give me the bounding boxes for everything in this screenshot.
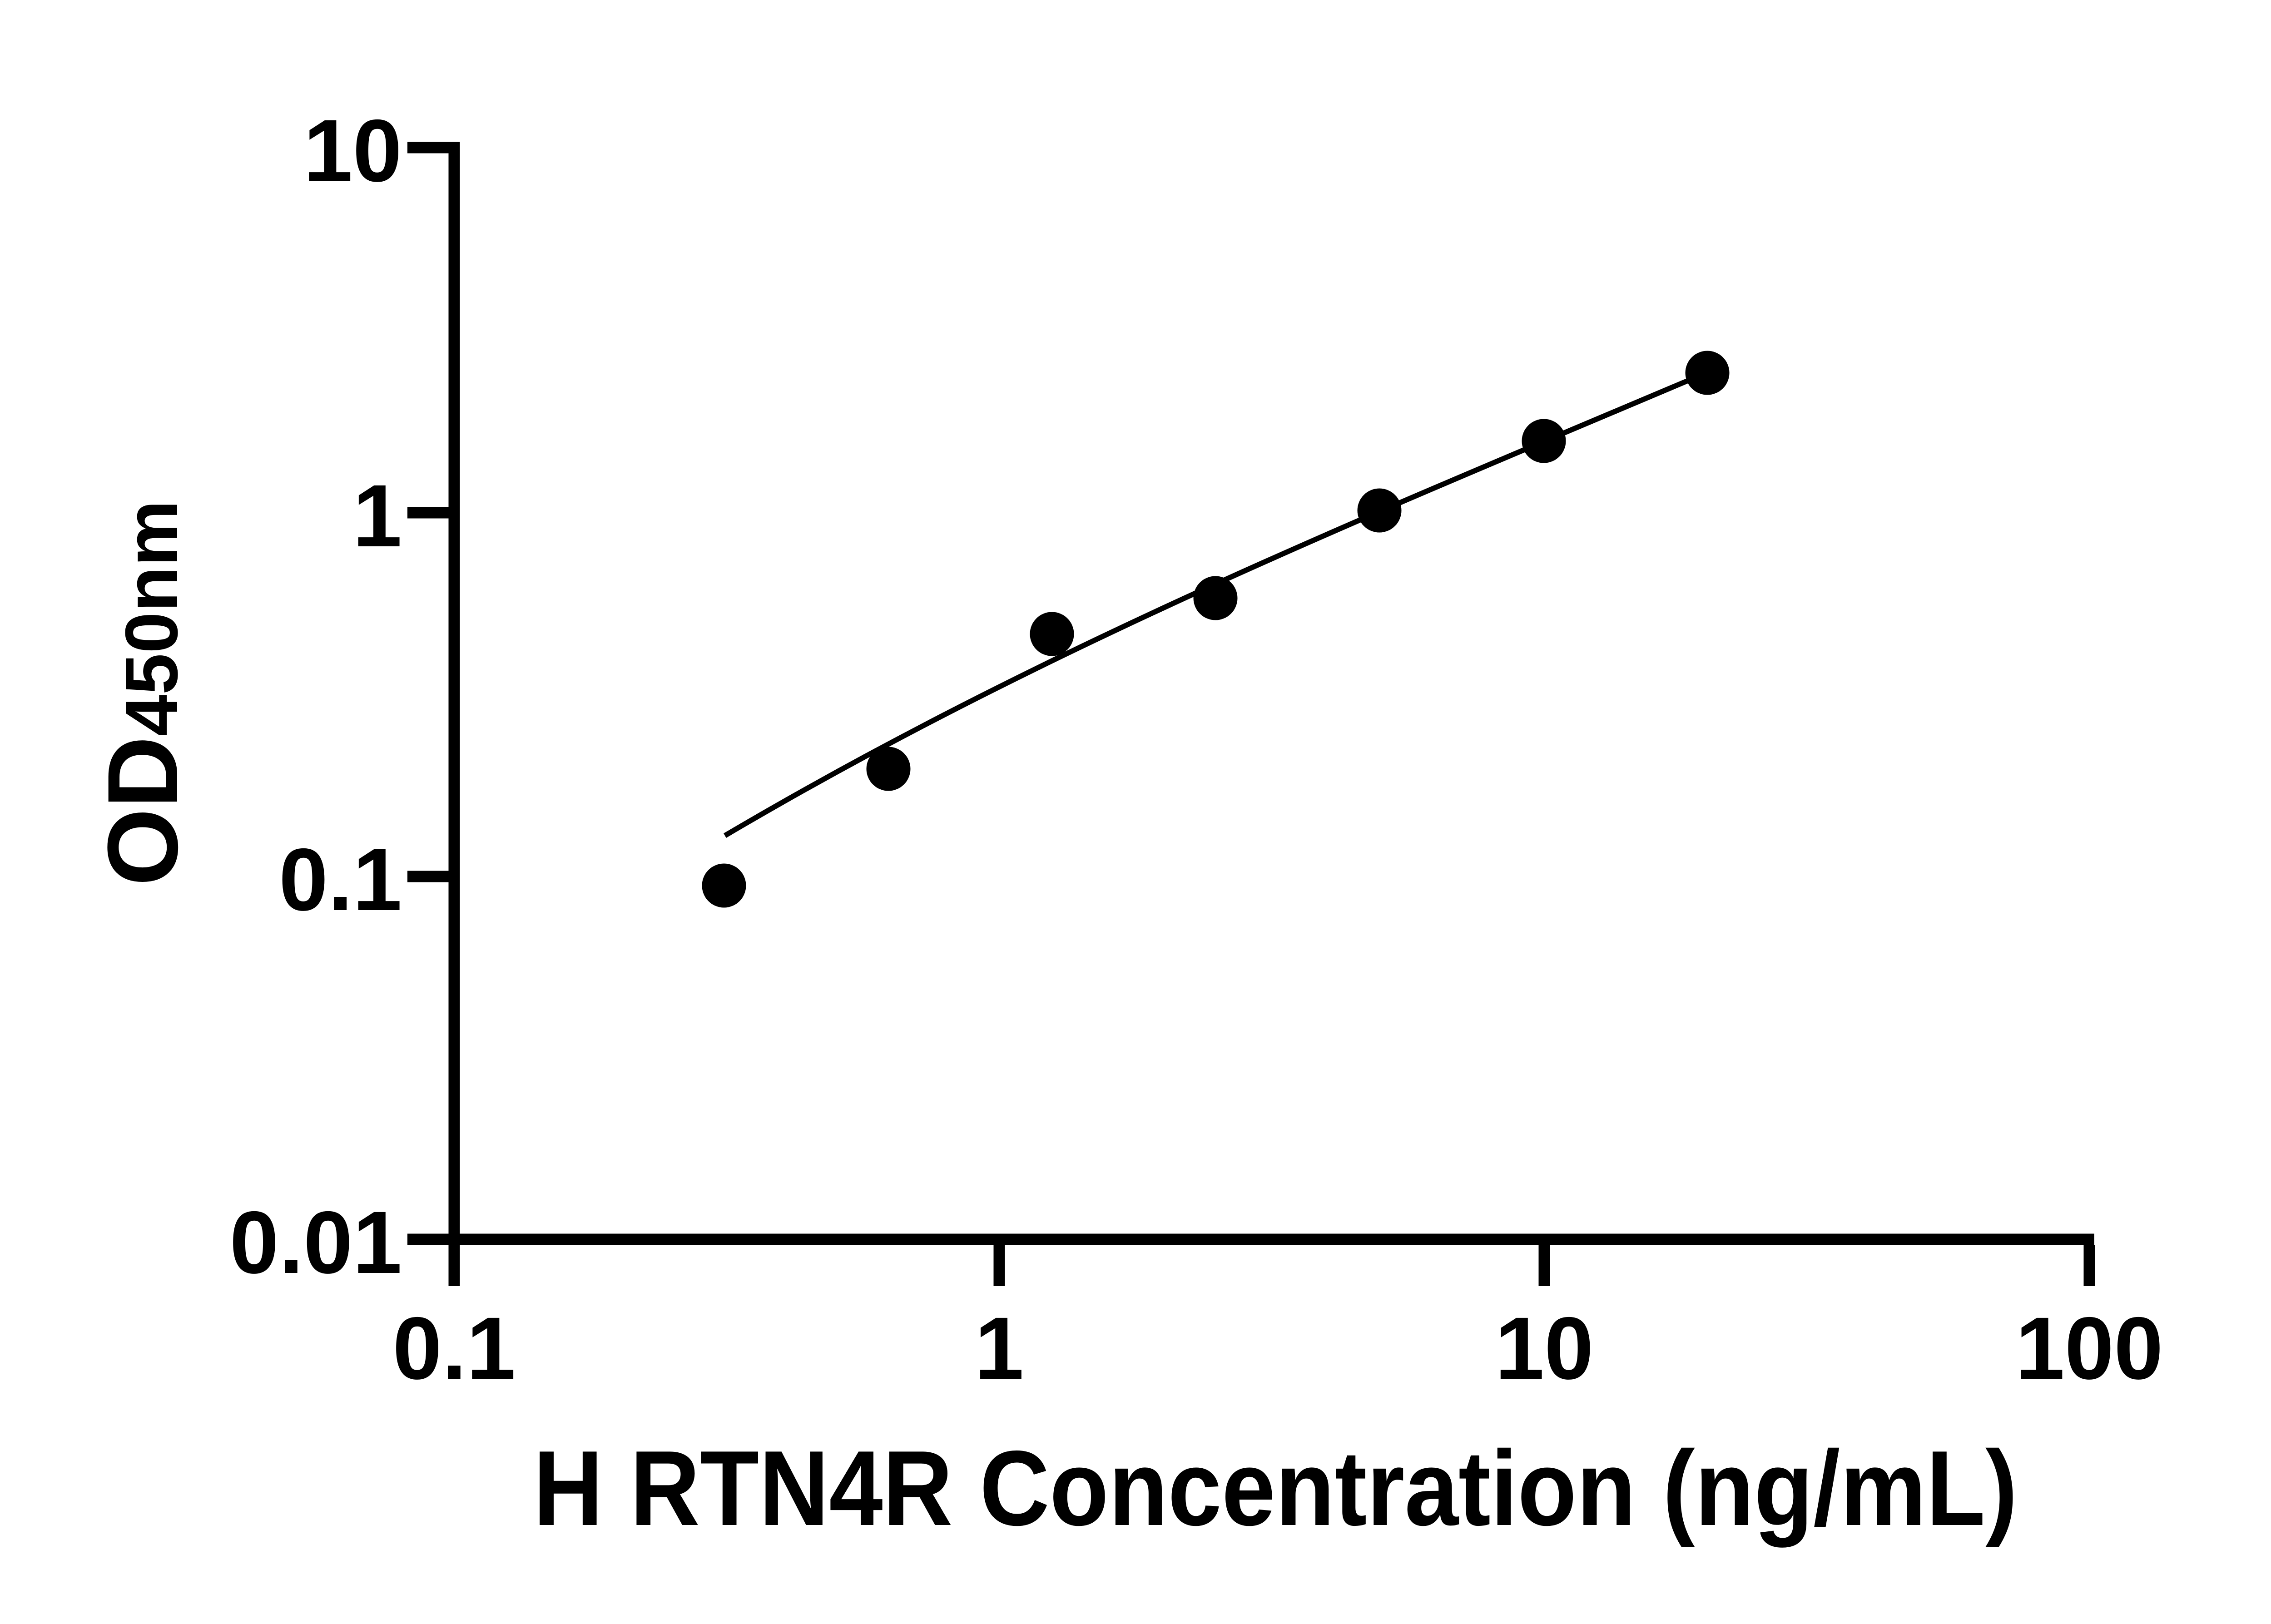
svg-text:0.01: 0.01 <box>229 1193 402 1292</box>
svg-text:10: 10 <box>1495 1299 1594 1398</box>
svg-text:0.1: 0.1 <box>392 1299 516 1398</box>
svg-text:10: 10 <box>303 101 402 200</box>
svg-text:1: 1 <box>353 466 402 565</box>
svg-text:0.1: 0.1 <box>279 830 402 929</box>
svg-text:100: 100 <box>2015 1299 2163 1398</box>
svg-text:H RTN4R Concentration (ng/mL): H RTN4R Concentration (ng/mL) <box>533 1428 2018 1548</box>
svg-text:OD450nm: OD450nm <box>87 500 198 886</box>
svg-text:1: 1 <box>975 1299 1024 1398</box>
